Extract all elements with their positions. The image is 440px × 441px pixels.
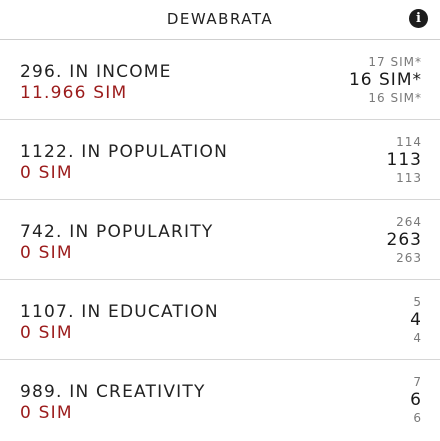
ranking-row-population[interactable]: 1122. IN POPULATION 0 SIM 114 113 113	[0, 120, 440, 200]
previous-value: 264	[396, 215, 422, 229]
value-label: 0 SIM	[20, 163, 73, 183]
ranking-row-education[interactable]: 1107. IN EDUCATION 0 SIM 5 4 4	[0, 280, 440, 360]
current-value: 4	[410, 310, 422, 330]
rank-trend: 7 6 6	[410, 374, 422, 426]
rank-trend: 114 113 113	[387, 134, 422, 186]
page-title: DEWABRATA	[166, 10, 274, 28]
rank-trend: 5 4 4	[410, 294, 422, 346]
next-value: 113	[396, 171, 422, 185]
value-label: 0 SIM	[20, 403, 73, 423]
ranking-row-popularity[interactable]: 742. IN POPULARITY 0 SIM 264 263 263	[0, 200, 440, 280]
current-value: 6	[410, 390, 422, 410]
previous-value: 17 SIM*	[368, 55, 422, 69]
next-value: 16 SIM*	[368, 91, 422, 105]
info-icon[interactable]: i	[409, 9, 428, 28]
rank-trend: 264 263 263	[387, 214, 422, 266]
next-value: 6	[413, 411, 422, 425]
previous-value: 114	[396, 135, 422, 149]
value-label: 11.966 SIM	[20, 83, 128, 103]
header: DEWABRATA i	[0, 0, 440, 40]
previous-value: 7	[413, 375, 422, 389]
value-label: 0 SIM	[20, 323, 73, 343]
current-value: 263	[386, 230, 422, 250]
rank-label: 1107. IN EDUCATION	[20, 302, 219, 322]
current-value: 113	[386, 150, 422, 170]
ranking-row-creativity[interactable]: 989. IN CREATIVITY 0 SIM 7 6 6	[0, 360, 440, 440]
rank-label: 742. IN POPULARITY	[20, 222, 214, 242]
rank-label: 296. IN INCOME	[20, 62, 172, 82]
ranking-list: 296. IN INCOME 11.966 SIM 17 SIM* 16 SIM…	[0, 40, 440, 440]
previous-value: 5	[413, 295, 422, 309]
value-label: 0 SIM	[20, 243, 73, 263]
current-value: 16 SIM*	[348, 70, 422, 90]
ranking-row-income[interactable]: 296. IN INCOME 11.966 SIM 17 SIM* 16 SIM…	[0, 40, 440, 120]
rank-trend: 17 SIM* 16 SIM* 16 SIM*	[349, 54, 422, 106]
rank-label: 1122. IN POPULATION	[20, 142, 228, 162]
next-value: 4	[413, 331, 422, 345]
next-value: 263	[396, 251, 422, 265]
rank-label: 989. IN CREATIVITY	[20, 382, 206, 402]
